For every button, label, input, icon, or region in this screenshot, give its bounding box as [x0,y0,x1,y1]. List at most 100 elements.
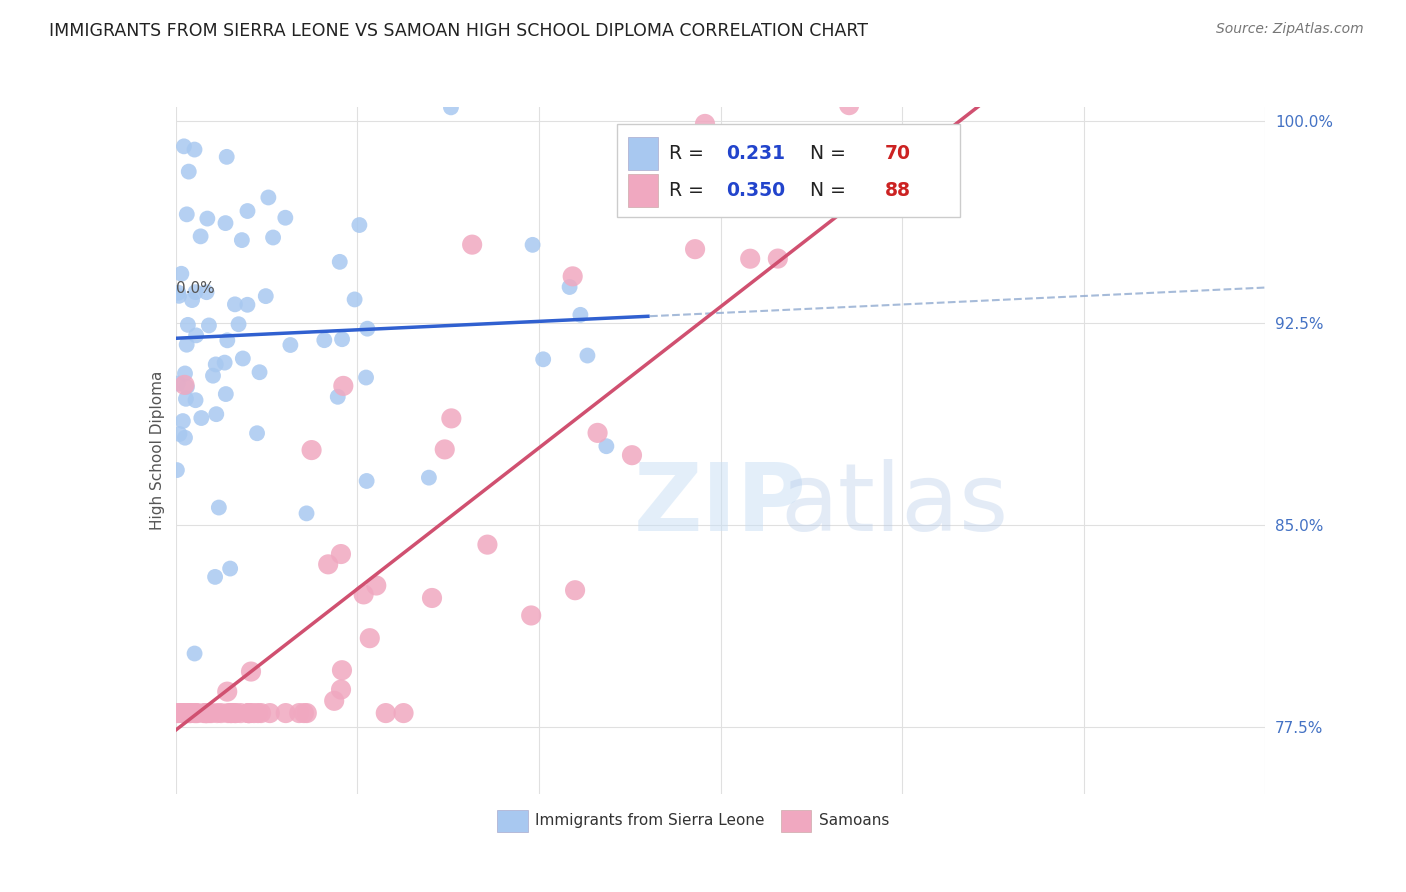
Point [620,448,643,462]
Point [177,164,200,178]
Point [576,349,599,363]
Text: R =: R = [669,145,710,163]
Point [214,216,236,230]
Point [1098,87,1121,101]
Point [820,153,842,167]
Point [292,706,315,720]
Point [683,242,706,256]
Point [238,706,260,720]
Point [200,706,222,720]
Point [558,280,581,294]
Point [179,706,201,720]
Point [176,706,198,720]
Point [1033,87,1056,101]
Point [838,98,860,112]
Point [301,443,323,458]
Point [195,706,218,720]
Point [204,570,226,584]
Text: Immigrants from Sierra Leone: Immigrants from Sierra Leone [536,814,765,828]
Point [209,706,232,720]
Point [374,706,396,720]
Point [198,318,221,333]
Point [332,379,354,393]
Point [217,684,239,698]
Point [195,706,218,720]
Point [183,647,205,661]
Point [176,207,198,221]
Point [215,150,238,164]
Point [181,293,204,307]
Point [834,87,856,101]
Point [228,317,250,331]
Point [274,211,297,225]
Text: 0.231: 0.231 [725,145,785,163]
Point [349,218,371,232]
Point [343,293,366,307]
Point [693,117,716,131]
Point [184,328,207,343]
Point [190,411,212,425]
Point [219,706,242,720]
Text: N =: N = [799,181,852,200]
Text: R =: R = [669,181,710,200]
Point [184,393,207,408]
Point [314,333,336,347]
Point [219,561,242,575]
Point [1076,87,1098,101]
Point [1156,87,1178,101]
Point [595,439,617,453]
Point [225,706,247,720]
Point [330,682,353,697]
Point [900,87,922,101]
Point [910,87,932,101]
Point [232,351,254,366]
Point [186,706,208,720]
Point [477,538,499,552]
Point [214,356,236,370]
Point [356,321,378,335]
Point [229,706,252,720]
Point [934,87,956,101]
Point [586,425,609,440]
Point [205,706,228,720]
Point [274,706,297,720]
Point [392,706,415,720]
Point [433,442,456,457]
Point [236,298,259,312]
Point [841,137,863,152]
Point [295,706,318,720]
Text: Samoans: Samoans [818,814,889,828]
Point [796,87,818,101]
Point [166,376,188,391]
Point [980,87,1002,101]
Point [288,706,311,720]
Point [177,318,200,332]
Point [170,267,193,281]
Point [166,463,188,477]
Point [280,338,302,352]
Point [166,706,188,720]
Bar [628,174,658,207]
Point [183,706,205,720]
Point [522,237,544,252]
Point [353,587,375,601]
Point [852,87,875,101]
Point [193,706,215,720]
Point [173,139,195,153]
Point [249,365,271,379]
Bar [498,810,527,831]
Point [366,578,388,592]
Point [167,289,190,303]
Y-axis label: High School Diploma: High School Diploma [149,371,165,530]
Point [176,380,198,394]
Text: IMMIGRANTS FROM SIERRA LEONE VS SAMOAN HIGH SCHOOL DIPLOMA CORRELATION CHART: IMMIGRANTS FROM SIERRA LEONE VS SAMOAN H… [49,22,869,40]
Text: atlas: atlas [780,459,1008,551]
Point [184,285,207,300]
Point [330,663,353,677]
Point [184,706,207,720]
Point [238,706,260,720]
Text: 0.0%: 0.0% [176,282,215,296]
Point [1111,87,1133,101]
Point [262,230,284,244]
Point [758,87,780,101]
